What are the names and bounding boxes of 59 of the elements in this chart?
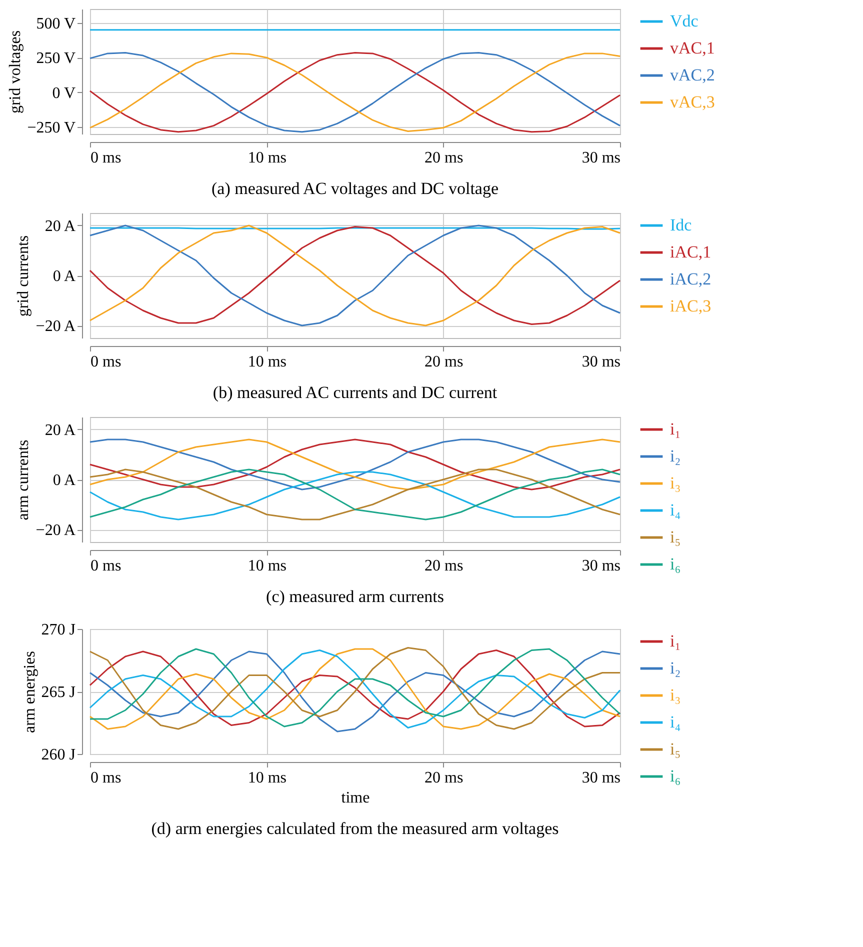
x-tick-label: 0 ms bbox=[90, 770, 122, 786]
x-tick-label: 10 ms bbox=[248, 354, 287, 370]
x-tick-label: 20 ms bbox=[424, 354, 464, 370]
x-tick-label: 10 ms bbox=[248, 558, 287, 574]
x-tick-label: 0 ms bbox=[90, 150, 122, 166]
x-tick-label: 0 ms bbox=[90, 354, 122, 370]
legend-label: i₄ bbox=[670, 500, 681, 520]
y-tick-label: 0 V bbox=[52, 84, 76, 102]
legend-label: iAC,3 bbox=[670, 296, 712, 316]
legend-label: iAC,1 bbox=[670, 242, 712, 262]
y-tick-label: 500 V bbox=[36, 15, 76, 32]
y-tick-label: 260 J bbox=[41, 746, 76, 764]
x-axis-title: time bbox=[341, 790, 370, 806]
text: i₂ bbox=[670, 658, 681, 678]
legend-label: i₃ bbox=[670, 474, 681, 492]
text: (c) measured arm currents bbox=[266, 587, 444, 606]
y-tick-label: 20 A bbox=[44, 218, 76, 235]
legend-label: i₁ bbox=[670, 420, 681, 438]
x-tick-label: 30 ms bbox=[582, 770, 620, 786]
legend-label: i₄ bbox=[670, 712, 681, 732]
y-axis-title: arm energies bbox=[21, 651, 38, 733]
legend-label: iAC,2 bbox=[670, 270, 712, 288]
y-axis-title: grid voltages bbox=[6, 30, 24, 114]
text: (d) arm energies calculated from the measured arm voltages bbox=[151, 819, 559, 838]
legend-label: Idc bbox=[670, 216, 692, 234]
y-tick-label: −20 A bbox=[36, 318, 76, 335]
x-tick-label: 0 ms bbox=[90, 558, 122, 574]
legend-label: i₆ bbox=[670, 766, 681, 786]
y-axis-title: arm currents bbox=[14, 440, 32, 520]
x-tick-label: 20 ms bbox=[424, 150, 464, 166]
legend-label: i₅ bbox=[670, 528, 681, 546]
y-tick-label: 0 A bbox=[52, 268, 76, 285]
x-tick-label: 20 ms bbox=[424, 770, 464, 786]
y-tick-label: 0 A bbox=[52, 472, 76, 489]
x-tick-label: 30 ms bbox=[582, 558, 620, 574]
text: i₁ bbox=[670, 632, 681, 650]
legend-label: i₅ bbox=[670, 740, 681, 758]
y-tick-label: 250 V bbox=[36, 50, 76, 68]
legend-label: i₂ bbox=[670, 446, 681, 466]
x-tick-label: 10 ms bbox=[248, 150, 287, 166]
legend-label: i₃ bbox=[670, 686, 681, 704]
legend-label: i₆ bbox=[670, 554, 681, 574]
text: (b) measured AC currents and DC current bbox=[212, 383, 498, 402]
x-tick-label: 30 ms bbox=[582, 150, 620, 166]
y-axis-title: grid currents bbox=[14, 235, 32, 317]
y-tick-label: 265 J bbox=[41, 684, 76, 701]
y-tick-label: −250 V bbox=[27, 120, 76, 137]
y-tick-label: 20 A bbox=[44, 422, 76, 439]
legend-label: vAC,2 bbox=[670, 66, 715, 84]
x-tick-label: 30 ms bbox=[582, 354, 620, 370]
x-tick-label: 10 ms bbox=[248, 770, 287, 786]
y-tick-label: −20 A bbox=[36, 522, 76, 539]
legend-label: vAC,3 bbox=[670, 92, 715, 112]
text: (a) measured AC voltages and DC voltage bbox=[211, 179, 499, 198]
x-tick-label: 20 ms bbox=[424, 558, 464, 574]
legend-label: vAC,1 bbox=[670, 38, 715, 58]
y-tick-label: 270 J bbox=[41, 622, 76, 638]
line-series bbox=[89, 438, 621, 490]
legend-label: Vdc bbox=[670, 12, 699, 30]
